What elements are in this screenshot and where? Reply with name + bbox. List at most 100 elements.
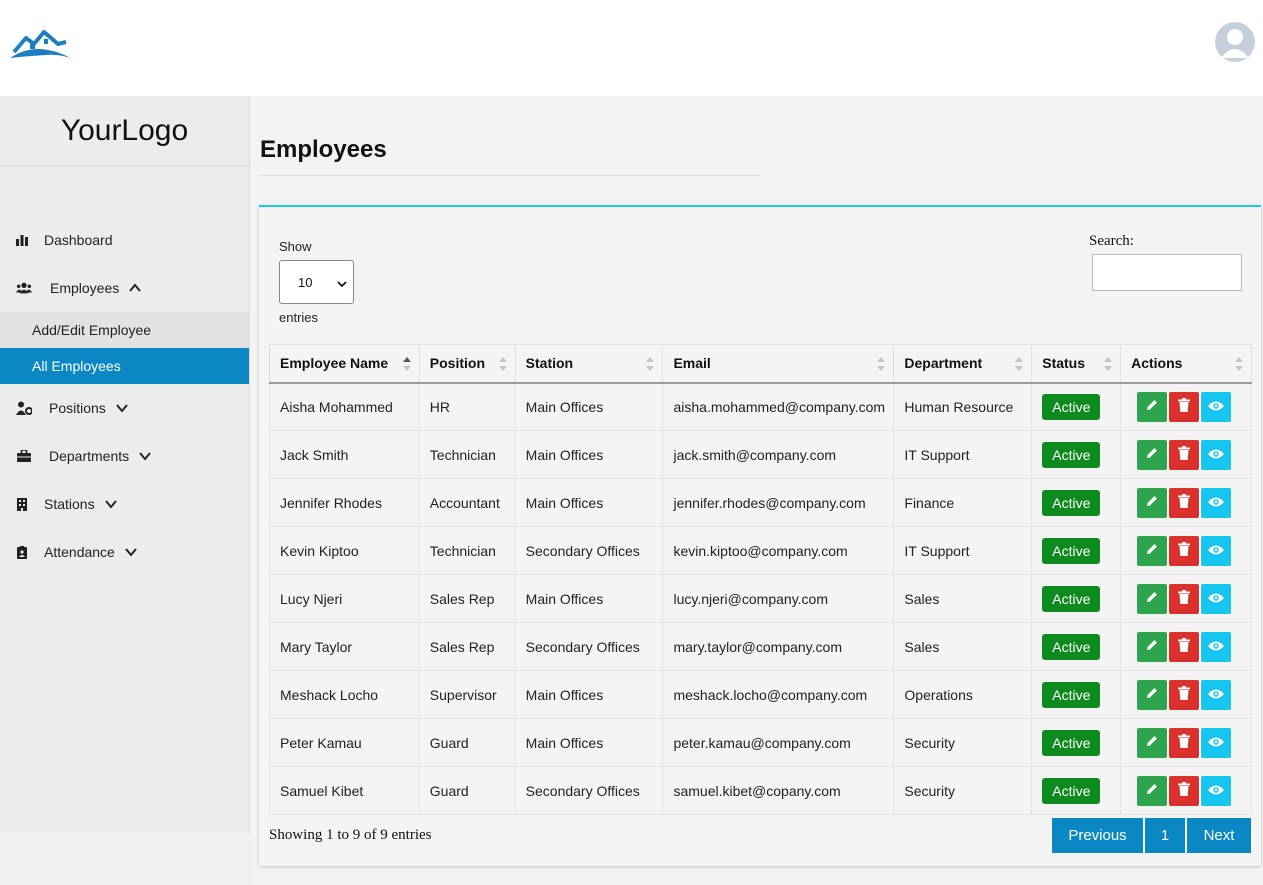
edit-button[interactable] — [1137, 583, 1168, 614]
edit-button[interactable] — [1137, 439, 1168, 470]
sidebar: YourLogo Dashboard Employees Add/Edit Em… — [0, 96, 250, 833]
position-cell: Technician — [418, 526, 516, 575]
status-cell: Active — [1031, 718, 1122, 767]
position-cell: Supervisor — [418, 670, 516, 719]
sidebar-item-stations[interactable]: Stations — [0, 480, 249, 528]
page-length-select[interactable]: 10 — [279, 260, 354, 304]
table-row: Samuel Kibet Guard Secondary Offices samuel… — [269, 766, 1252, 815]
sidebar-item-dashboard[interactable]: Dashboard — [0, 216, 249, 264]
column-header[interactable]: Email — [662, 344, 895, 384]
pencil-icon — [1145, 494, 1159, 511]
top-bar — [0, 0, 1263, 96]
position-cell: Guard — [418, 718, 516, 767]
actions-cell — [1120, 574, 1252, 623]
station-cell: Main Offices — [514, 670, 664, 719]
edit-button[interactable] — [1137, 631, 1168, 662]
table-row: Jennifer Rhodes Accountant Main Offices jen… — [269, 478, 1252, 527]
page-1-button[interactable]: 1 — [1145, 818, 1185, 853]
delete-button[interactable] — [1169, 487, 1200, 518]
delete-button[interactable] — [1169, 439, 1200, 470]
view-button[interactable] — [1201, 679, 1232, 710]
next-button[interactable]: Next — [1187, 818, 1251, 853]
status-badge: Active — [1042, 441, 1101, 468]
column-header[interactable]: Position — [418, 344, 516, 384]
sidebar-item-departments[interactable]: Departments — [0, 432, 249, 480]
trash-icon — [1178, 590, 1191, 607]
user-avatar-icon[interactable] — [1215, 22, 1255, 62]
delete-button[interactable] — [1169, 631, 1200, 662]
previous-button[interactable]: Previous — [1052, 818, 1143, 853]
view-button[interactable] — [1201, 775, 1232, 806]
eye-icon — [1208, 783, 1225, 799]
eye-icon — [1208, 591, 1225, 607]
station-cell: Main Offices — [514, 430, 664, 479]
sidebar-item-attendance[interactable]: Attendance — [0, 528, 249, 576]
delete-button[interactable] — [1169, 583, 1200, 614]
pencil-icon — [1145, 542, 1159, 559]
table-info: Showing 1 to 9 of 9 entries — [269, 827, 432, 843]
house-logo-icon[interactable] — [8, 24, 72, 62]
sidebar-item-employees[interactable]: Employees — [0, 264, 249, 312]
chevron-down-icon — [104, 498, 117, 510]
chevron-down-icon — [139, 450, 151, 462]
delete-button[interactable] — [1169, 679, 1200, 710]
column-header-label: Department — [904, 355, 983, 372]
status-badge: Active — [1042, 777, 1101, 804]
status-cell: Active — [1031, 574, 1122, 623]
position-cell: Accountant — [418, 478, 516, 527]
pencil-icon — [1145, 782, 1159, 799]
edit-button[interactable] — [1137, 727, 1168, 758]
status-cell: Active — [1031, 670, 1122, 719]
column-header[interactable]: Employee Name — [269, 344, 420, 384]
position-cell: Sales Rep — [418, 574, 516, 623]
view-button[interactable] — [1201, 439, 1232, 470]
column-header-label: Status — [1042, 355, 1086, 372]
table-header-row: Employee Name Position Station Email Departm… — [269, 344, 1252, 384]
view-button[interactable] — [1201, 583, 1232, 614]
edit-button[interactable] — [1137, 535, 1168, 566]
view-button[interactable] — [1201, 631, 1232, 662]
table-row: Aisha Mohammed HR Main Offices aisha.mohamm… — [269, 382, 1252, 431]
delete-button[interactable] — [1169, 775, 1200, 806]
status-cell: Active — [1031, 430, 1122, 479]
actions-cell — [1120, 526, 1252, 575]
eye-icon — [1208, 399, 1225, 415]
employee-name-cell: Jennifer Rhodes — [269, 478, 420, 527]
station-cell: Main Offices — [514, 382, 664, 431]
email-cell: mary.taylor@company.com — [662, 622, 895, 671]
sidebar-subitem-all-employees[interactable]: All Employees — [0, 348, 249, 384]
edit-button[interactable] — [1137, 487, 1168, 518]
position-cell: HR — [418, 382, 516, 431]
view-button[interactable] — [1201, 391, 1232, 422]
delete-button[interactable] — [1169, 535, 1200, 566]
edit-button[interactable] — [1137, 679, 1168, 710]
column-header[interactable]: Actions — [1120, 344, 1252, 384]
edit-button[interactable] — [1137, 775, 1168, 806]
station-cell: Main Offices — [514, 718, 664, 767]
pencil-icon — [1145, 398, 1159, 415]
status-badge: Active — [1042, 537, 1101, 564]
sidebar-subitem-add-edit-employee[interactable]: Add/Edit Employee — [0, 312, 249, 348]
sidebar-item-positions[interactable]: Positions — [0, 384, 249, 432]
column-header[interactable]: Department — [893, 344, 1033, 384]
view-button[interactable] — [1201, 727, 1232, 758]
email-cell: lucy.njeri@company.com — [662, 574, 895, 623]
view-button[interactable] — [1201, 535, 1232, 566]
view-button[interactable] — [1201, 487, 1232, 518]
column-header[interactable]: Status — [1031, 344, 1122, 384]
edit-button[interactable] — [1137, 391, 1168, 422]
search-input[interactable] — [1092, 254, 1242, 291]
sort-icon — [877, 356, 886, 372]
sort-icon — [1104, 356, 1113, 372]
station-cell: Main Offices — [514, 478, 664, 527]
delete-button[interactable] — [1169, 727, 1200, 758]
email-cell: jennifer.rhodes@company.com — [662, 478, 895, 527]
employee-name-cell: Jack Smith — [269, 430, 420, 479]
actions-cell — [1120, 382, 1252, 431]
user-tag-icon — [16, 400, 32, 416]
delete-button[interactable] — [1169, 391, 1200, 422]
column-header[interactable]: Station — [514, 344, 664, 384]
sidebar-logo: YourLogo — [0, 96, 249, 166]
building-icon — [14, 496, 30, 512]
employee-name-cell: Aisha Mohammed — [269, 382, 420, 431]
